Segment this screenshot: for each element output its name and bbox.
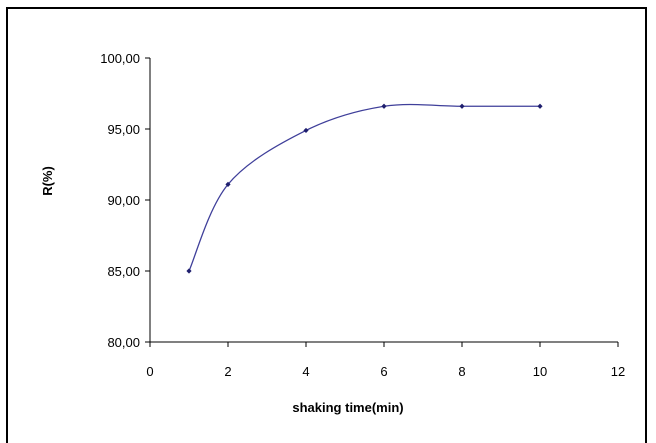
x-tick-label: 0	[146, 364, 153, 379]
x-tick-label: 12	[611, 364, 625, 379]
data-point	[303, 127, 309, 134]
chart-frame	[6, 7, 647, 443]
data-point	[459, 103, 465, 109]
y-tick-label: 85,00	[107, 264, 140, 279]
y-ticks: 80,00 85,00 90,00 95,00 100,00	[100, 51, 150, 350]
x-tick-label: 8	[458, 364, 465, 379]
x-tick-label: 6	[380, 364, 387, 379]
series-line	[188, 103, 540, 272]
data-point	[186, 268, 192, 274]
x-tick-label: 2	[224, 364, 231, 379]
x-tick-label: 4	[302, 364, 309, 379]
x-tick-label: 10	[533, 364, 547, 379]
y-axis-label: R(%)	[40, 166, 55, 196]
series-points	[186, 103, 543, 274]
y-tick-label: 100,00	[100, 51, 140, 66]
y-tick-label: 95,00	[107, 122, 140, 137]
y-tick-label: 80,00	[107, 335, 140, 350]
y-tick-label: 90,00	[107, 193, 140, 208]
data-point	[225, 181, 231, 187]
x-axis-label: shaking time(min)	[292, 400, 403, 415]
x-ticks: 0 2 4 6 8 10 12	[146, 342, 625, 379]
data-point	[537, 103, 543, 109]
data-point	[381, 103, 387, 109]
